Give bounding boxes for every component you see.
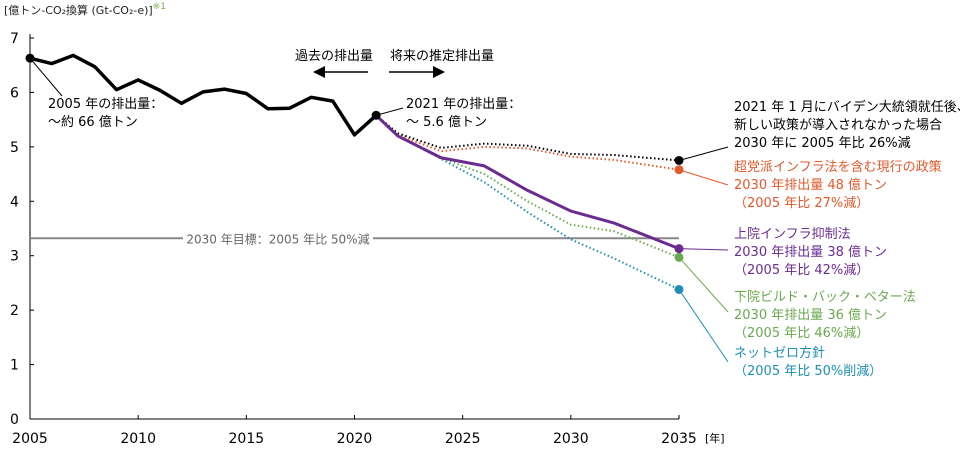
target-label-bg [183, 230, 373, 247]
y-tick-label: 3 [10, 249, 19, 265]
x-tick-label: 2015 [229, 431, 265, 447]
scenario-leader [678, 146, 729, 161]
target-line-group: 2030 年目標：2005 年比 50%減 [30, 230, 679, 247]
scenario-label-line: （2005 年比 46%減） [734, 325, 869, 341]
scenario-label-line: 2030 年排出量 38 億トン [734, 244, 887, 260]
series-line [375, 114, 680, 251]
split-leader [376, 107, 404, 116]
scenario-label-line: 2030 年排出量 36 億トン [734, 307, 887, 323]
scenario-label-line: 2021 年 1 月にバイデン大統領就任後、 [734, 99, 960, 115]
scenario-label-line: 2030 年に 2005 年比 26%減 [734, 135, 911, 151]
x-tick-label: 2035 [661, 431, 697, 447]
x-tick-label: 2025 [445, 431, 481, 447]
split-annotation-line: 2021 年の排出量： [406, 97, 521, 112]
scenario-label-line: 超党派インフラ法を含む現行の政策 [734, 159, 942, 175]
series-line [375, 114, 680, 259]
scenario-leader [678, 257, 729, 313]
y-tick-label: 7 [10, 31, 19, 47]
split-annotation-line: 〜 5.6 億トン [406, 114, 487, 130]
axes: 0 1 2 3 4 5 6 7 2005 2010 2015 2020 2025 2030 2035 [年] [10, 31, 725, 447]
scenario-leader [678, 169, 729, 186]
y-tick-label: 6 [10, 85, 19, 101]
scenario-label-line: ネットゼロ方針 [734, 345, 825, 361]
y-unit-label: [億トン-CO₂換算 (Gt-CO₂-e)]※1 [4, 2, 166, 18]
scenario-label-line: 下院ビルド・バック・ベター法 [734, 290, 916, 305]
y-tick-label: 4 [10, 194, 19, 210]
x-tick-label: 2020 [337, 431, 373, 447]
x-tick-label: 2005 [12, 431, 48, 447]
start-leader [29, 57, 63, 97]
target-label: 2030 年目標：2005 年比 50%減 [186, 231, 369, 246]
scenario-label-line: 新しい政策が導入されなかった場合 [734, 117, 942, 133]
scenario-label-line: （2005 年比 27%減） [734, 195, 869, 211]
series-group [25, 53, 684, 294]
scenario-label-line: （2005 年比 50%削減） [734, 363, 882, 379]
x-tick-label: 2030 [553, 431, 589, 447]
x-tick-label: 2010 [120, 431, 156, 447]
scenario-label-line: 2030 年排出量 48 億トン [734, 177, 887, 193]
scenario-label-line: 上院インフラ抑制法 [734, 227, 851, 242]
future-label: 将来の推定排出量 [390, 49, 494, 64]
start-annotation-line: 2005 年の排出量： [48, 97, 163, 112]
y-tick-label: 5 [10, 140, 19, 156]
past-label: 過去の排出量 [295, 49, 373, 64]
y-unit-text: [億トン-CO₂換算 (Gt-CO₂-e)] [4, 4, 153, 17]
y-tick-label: 2 [10, 303, 19, 319]
y-unit-note: ※1 [152, 2, 166, 12]
start-annotation-line: 〜約 66 億トン [48, 114, 138, 130]
scenario-leader [678, 248, 729, 251]
series-line [375, 114, 680, 171]
y-tick-label: 1 [10, 358, 19, 374]
y-tick-label: 0 [10, 412, 19, 428]
series-line [29, 53, 378, 137]
series-line [375, 114, 680, 162]
annotations-group: 2005 年の排出量： 〜約 66 億トン 2021 年の排出量： 〜 5.6 億トン… [29, 49, 960, 379]
x-axis-unit: [年] [705, 431, 725, 445]
scenario-label-line: （2005 年比 42%減） [734, 262, 869, 278]
scenario-leader [678, 289, 729, 363]
